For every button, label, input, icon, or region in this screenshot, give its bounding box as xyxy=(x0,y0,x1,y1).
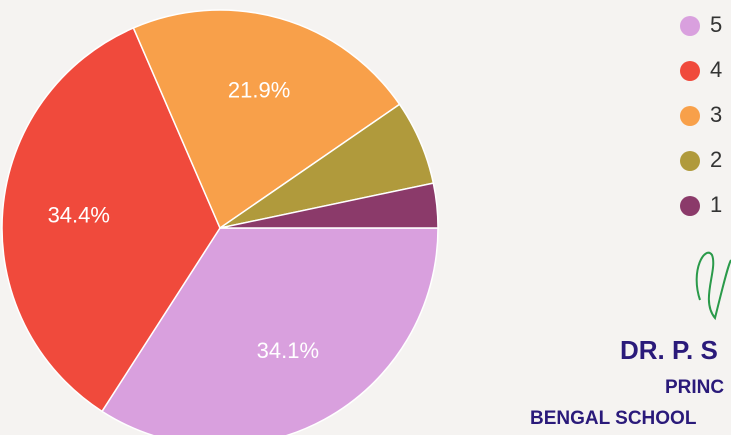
pie-slice xyxy=(219,182,439,229)
legend-label: 1 xyxy=(710,192,722,217)
slice-label: 34.1% xyxy=(257,338,319,363)
signature xyxy=(695,251,731,321)
stamp-role: PRINC xyxy=(665,377,724,398)
stamp-institution: BENGAL SCHOOL xyxy=(530,408,697,429)
legend-swatch xyxy=(680,151,700,171)
legend-label: 5 xyxy=(710,12,722,37)
legend-swatch xyxy=(680,16,700,36)
legend-swatch xyxy=(680,196,700,216)
legend-label: 3 xyxy=(710,102,722,127)
slice-label: 34.4% xyxy=(48,202,110,227)
legend-swatch xyxy=(680,106,700,126)
legend-label: 2 xyxy=(710,147,722,172)
pie-slice xyxy=(1,26,221,413)
legend-label: 4 xyxy=(710,57,722,82)
pie-slice xyxy=(100,227,439,435)
slice-label: 21.9% xyxy=(228,78,290,103)
pie-slice xyxy=(132,9,401,230)
legend-swatch xyxy=(680,61,700,81)
stamp-name: DR. P. S xyxy=(620,335,718,365)
